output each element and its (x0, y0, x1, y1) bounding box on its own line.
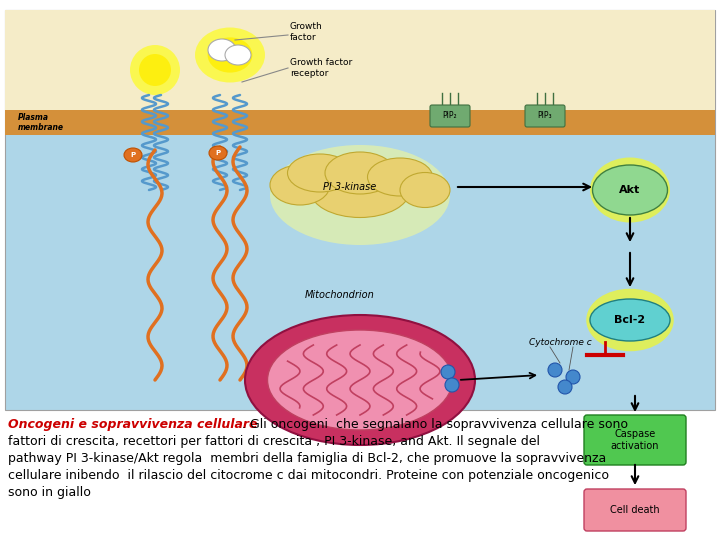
Ellipse shape (209, 146, 227, 160)
Bar (5, 10, 715, 110)
Text: sono in giallo: sono in giallo (8, 486, 91, 499)
Text: PIP₃: PIP₃ (538, 111, 552, 119)
Ellipse shape (124, 148, 142, 162)
Text: Bcl-2: Bcl-2 (614, 315, 646, 325)
Ellipse shape (310, 163, 410, 218)
Text: Growth
factor: Growth factor (290, 22, 323, 42)
Text: cellulare inibendo  il rilascio del citocrome c dai mitocondri. Proteine con pot: cellulare inibendo il rilascio del citoc… (8, 469, 609, 482)
Ellipse shape (270, 165, 330, 205)
FancyBboxPatch shape (430, 105, 470, 127)
Ellipse shape (207, 37, 253, 72)
Ellipse shape (245, 315, 475, 445)
Ellipse shape (268, 330, 452, 430)
Bar (5, 10, 715, 410)
Text: pathway PI 3-kinase/Akt regola  membri della famiglia di Bcl-2, che promuove la : pathway PI 3-kinase/Akt regola membri de… (8, 452, 606, 465)
FancyBboxPatch shape (525, 105, 565, 127)
Text: Cytochrome c: Cytochrome c (528, 338, 591, 347)
Text: Akt: Akt (619, 185, 641, 195)
Text: PIP₂: PIP₂ (443, 111, 457, 119)
Bar (5, 110, 715, 135)
Text: Mitochondrion: Mitochondrion (305, 290, 375, 300)
Ellipse shape (590, 299, 670, 341)
Ellipse shape (593, 165, 667, 215)
Ellipse shape (139, 54, 171, 86)
Text: P: P (215, 150, 220, 156)
Text: fattori di crescita, recettori per fattori di crescita , PI 3-kinase, and Akt. I: fattori di crescita, recettori per fatto… (8, 435, 540, 448)
Ellipse shape (287, 154, 353, 192)
Circle shape (566, 370, 580, 384)
Circle shape (445, 378, 459, 392)
Circle shape (558, 380, 572, 394)
Ellipse shape (195, 28, 265, 83)
Ellipse shape (602, 300, 658, 340)
Text: Growth factor
receptor: Growth factor receptor (290, 58, 352, 78)
Ellipse shape (586, 289, 674, 351)
Text: Oncogeni e sopravvivenza cellulare: Oncogeni e sopravvivenza cellulare (8, 418, 258, 431)
Circle shape (548, 363, 562, 377)
Ellipse shape (590, 158, 670, 222)
Ellipse shape (367, 158, 433, 196)
Text: . Gli oncogeni  che segnalano la sopravvivenza cellulare sono: . Gli oncogeni che segnalano la sopravvi… (242, 418, 628, 431)
Text: Plasma
membrane: Plasma membrane (18, 113, 64, 132)
Ellipse shape (225, 45, 251, 65)
Circle shape (441, 365, 455, 379)
Text: Caspase
activation: Caspase activation (611, 429, 660, 451)
Text: Cell death: Cell death (610, 505, 660, 515)
Text: P: P (130, 152, 135, 158)
FancyBboxPatch shape (584, 415, 686, 465)
Ellipse shape (130, 45, 180, 95)
Ellipse shape (208, 39, 236, 61)
Ellipse shape (270, 145, 450, 245)
Ellipse shape (400, 172, 450, 207)
Text: PI 3-kinase: PI 3-kinase (323, 182, 377, 192)
FancyBboxPatch shape (584, 489, 686, 531)
Ellipse shape (604, 169, 656, 211)
Ellipse shape (325, 152, 395, 194)
